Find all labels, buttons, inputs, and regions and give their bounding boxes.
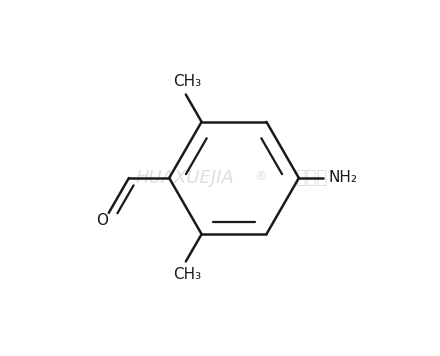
Text: CH₃: CH₃ <box>173 74 201 89</box>
Text: ®: ® <box>254 171 267 183</box>
Text: HUAXUEJIA: HUAXUEJIA <box>136 169 235 187</box>
Text: 化学加: 化学加 <box>295 169 327 187</box>
Text: CH₃: CH₃ <box>173 267 201 282</box>
Text: NH₂: NH₂ <box>328 171 357 185</box>
Text: O: O <box>96 213 108 228</box>
